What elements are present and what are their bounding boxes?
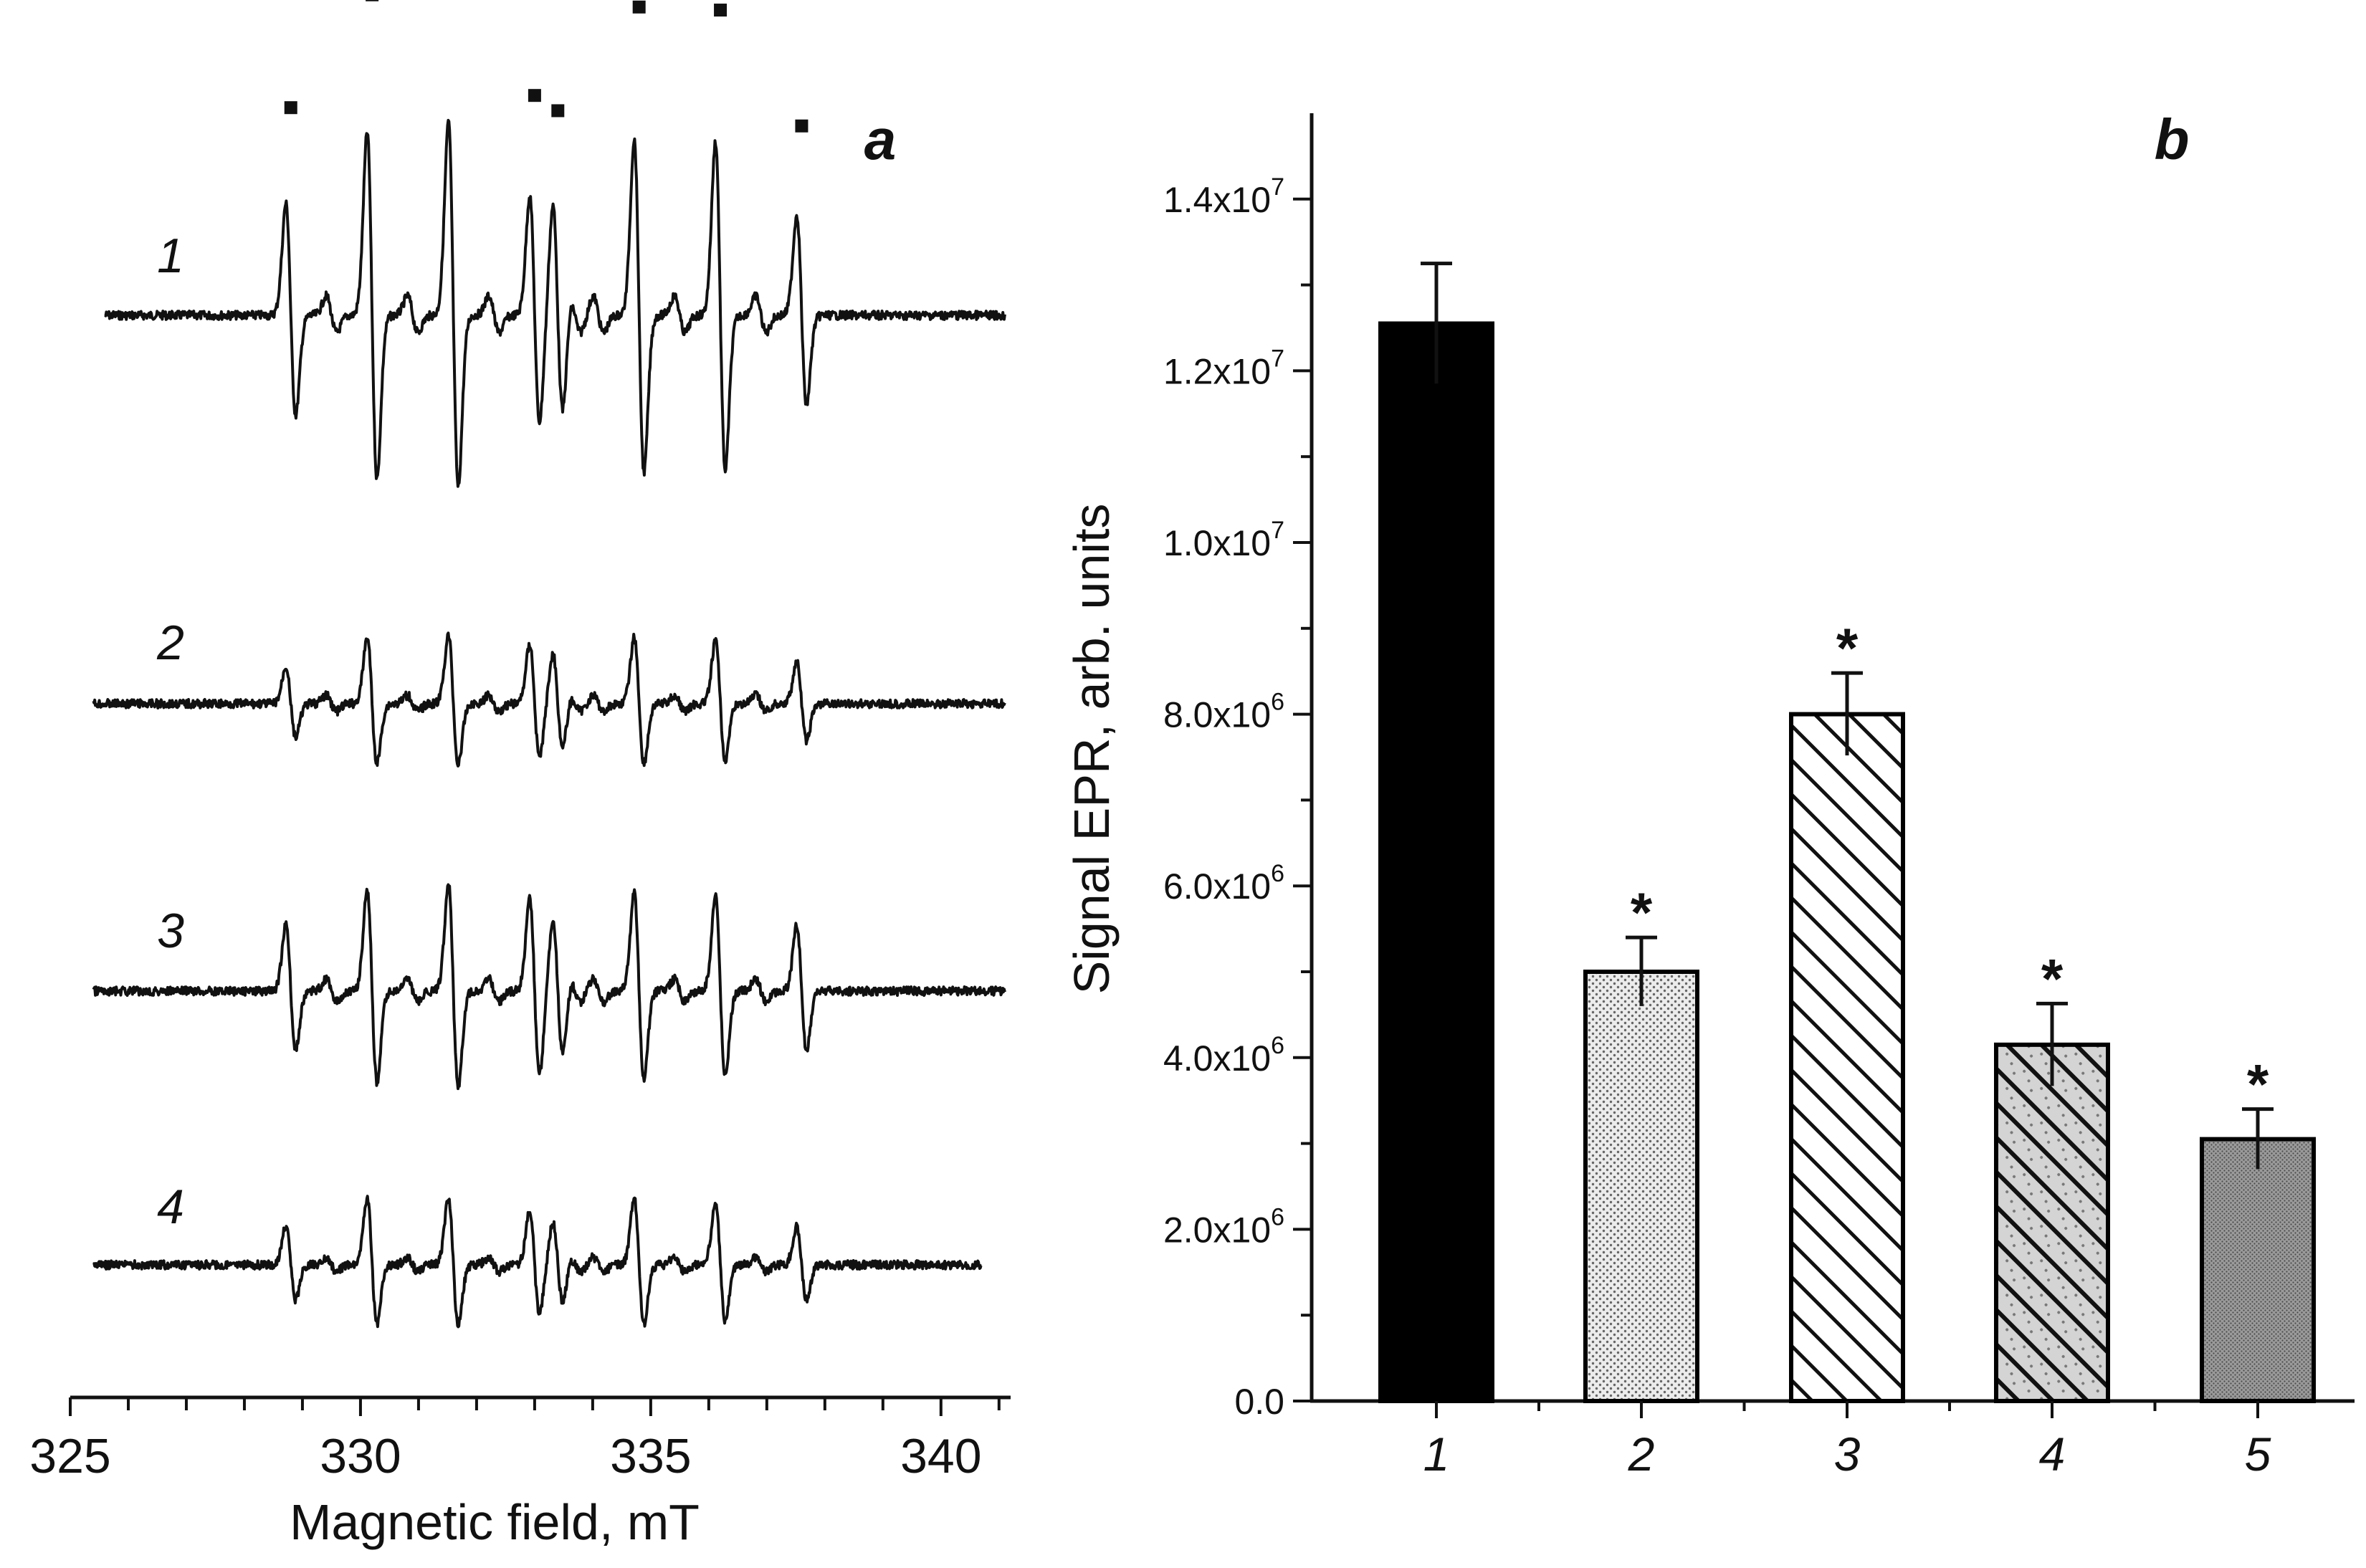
peak-marker <box>551 104 565 118</box>
panel-a-x-ticks: 325 330 335 340 <box>29 1397 1001 1483</box>
panel-b-error-bars <box>1421 262 2274 1170</box>
significance-mark-4: * <box>2041 947 2064 1010</box>
y-tick-label: 4.0x106 <box>1163 1032 1284 1079</box>
x-tick-label: 340 <box>900 1429 981 1483</box>
bar-3 <box>1789 712 1905 1403</box>
spectrum-trace-1 <box>104 118 1006 488</box>
bar-4 <box>1994 1042 2110 1403</box>
bar-2 <box>1583 970 1699 1403</box>
y-tick-label: 2.0x106 <box>1163 1203 1284 1250</box>
spectrum-label-4: 4 <box>157 1180 184 1234</box>
peak-marker <box>528 89 541 102</box>
bar-5 <box>2200 1137 2316 1403</box>
x-tick-label: 325 <box>29 1429 110 1483</box>
panel-b-label: b <box>2155 107 2190 171</box>
panel-a-series-labels: 1 2 3 4 <box>156 229 184 1234</box>
panel-a-traces <box>92 118 1006 1329</box>
panel-a-epr-spectra: a 1 2 3 4 325 330 335 340 Magnetic field, mT <box>29 0 1011 1550</box>
spectrum-trace-3 <box>92 883 1006 1091</box>
significance-mark-5: * <box>2247 1053 2269 1116</box>
y-tick-label: 8.0x106 <box>1163 689 1284 735</box>
y-tick-label: 1.0x107 <box>1163 517 1284 563</box>
x-tick-label-5: 5 <box>2245 1428 2271 1481</box>
bar-1 <box>1378 321 1494 1403</box>
panel-a-x-axis-title: Magnetic field, mT <box>290 1494 700 1550</box>
x-tick-label-2: 2 <box>1628 1428 1655 1481</box>
panel-b-bars <box>1378 321 2316 1403</box>
y-tick-label: 6.0x106 <box>1163 860 1284 907</box>
panel-a-label: a <box>864 107 897 171</box>
peak-marker <box>366 0 379 1</box>
spectrum-label-1: 1 <box>157 229 184 283</box>
panel-b-y-axis-title: Signal EPR, arb. units <box>1064 504 1120 995</box>
x-tick-label: 330 <box>320 1429 401 1483</box>
significance-mark-3: * <box>1836 616 1859 679</box>
x-tick-label-1: 1 <box>1423 1428 1450 1481</box>
panel-b-y-ticks: 0.0 2.0x106 4.0x106 6.0x106 8.0x106 1.0x107 1.… <box>1163 173 1312 1422</box>
spectrum-label-2: 2 <box>156 616 184 670</box>
panel-b-significance-marks: * * * * <box>1631 616 2269 1116</box>
x-tick-label-4: 4 <box>2039 1428 2066 1481</box>
y-tick-label: 0.0 <box>1234 1382 1284 1422</box>
x-tick-label: 335 <box>610 1429 691 1483</box>
spectrum-trace-4 <box>92 1195 983 1329</box>
significance-mark-2: * <box>1631 881 1653 944</box>
panel-b-bar-chart: b 0.0 2.0x106 4.0x106 6.0x106 8.0x106 1.0x107… <box>1064 107 2355 1481</box>
peak-marker <box>795 119 808 133</box>
y-tick-label: 1.4x107 <box>1163 173 1284 220</box>
spectrum-trace-2 <box>92 631 1006 768</box>
y-tick-label: 1.2x107 <box>1163 345 1284 391</box>
peak-marker <box>632 0 646 14</box>
spectrum-label-3: 3 <box>157 904 184 958</box>
peak-marker <box>284 101 297 115</box>
panel-b-x-ticks: 1 2 3 4 5 <box>1423 1401 2271 1481</box>
panel-a-peak-markers <box>284 0 808 133</box>
peak-marker <box>714 4 728 17</box>
x-tick-label-3: 3 <box>1834 1428 1861 1481</box>
